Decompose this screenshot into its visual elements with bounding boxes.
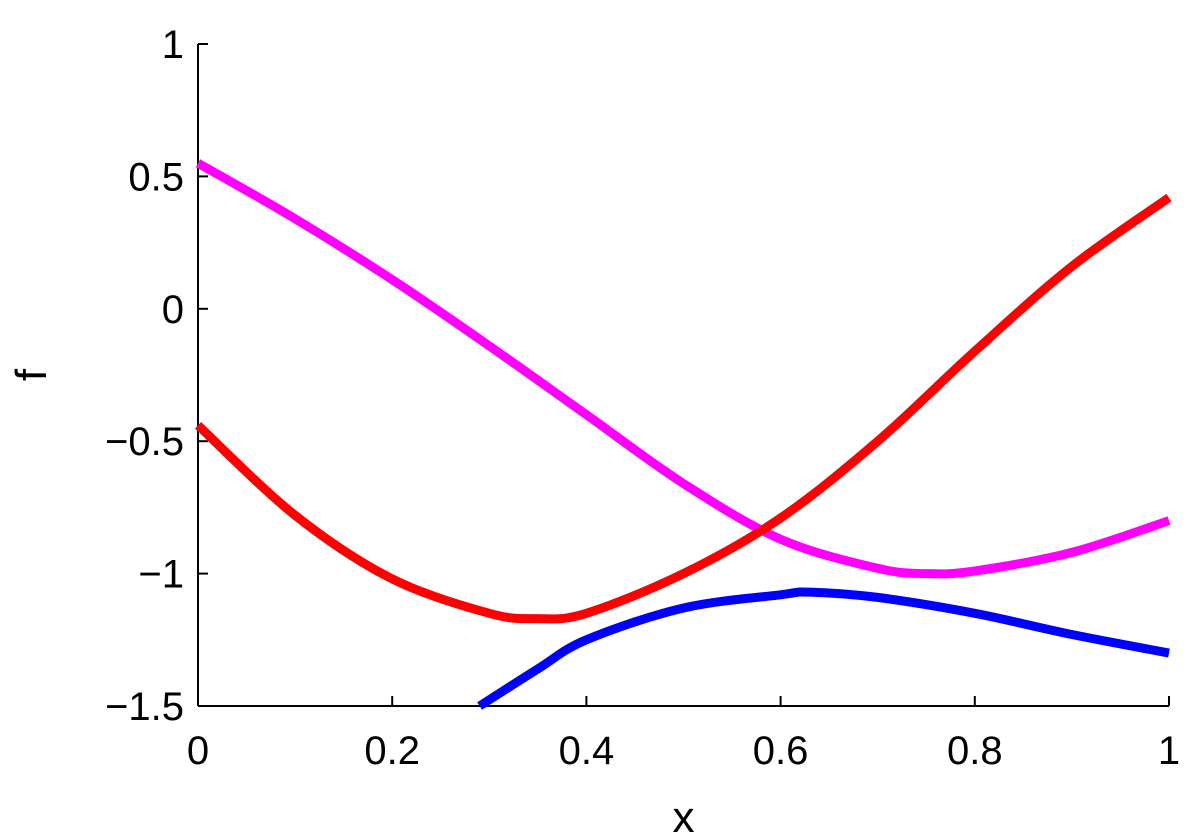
y-tick-label: −1 (138, 553, 184, 597)
x-tick-label: 0.2 (364, 729, 420, 773)
y-axis-title: f (7, 368, 56, 381)
y-tick-label: 0 (162, 288, 184, 332)
x-axis-title: x (673, 793, 695, 840)
x-tick-label: 0.6 (753, 729, 809, 773)
red-series-line (194, 193, 1172, 624)
tick-labels: 0 0.2 0.4 0.6 0.8 1 1 0.5 0 −0.5 −1 −1.5 (105, 23, 1180, 773)
x-tick-label: 0 (187, 729, 209, 773)
y-tick-label: 1 (162, 23, 184, 67)
magenta-series-line (195, 159, 1171, 579)
y-tick-label: −1.5 (105, 685, 184, 729)
x-tick-label: 0.4 (559, 729, 615, 773)
axes (197, 43, 1170, 707)
series-group (194, 159, 1172, 710)
y-tick-label: −0.5 (105, 420, 184, 464)
blue-series-line (477, 587, 1170, 710)
x-tick-label: 0.8 (947, 729, 1003, 773)
y-tick-label: 0.5 (128, 155, 184, 199)
x-tick-label: 1 (1158, 729, 1180, 773)
